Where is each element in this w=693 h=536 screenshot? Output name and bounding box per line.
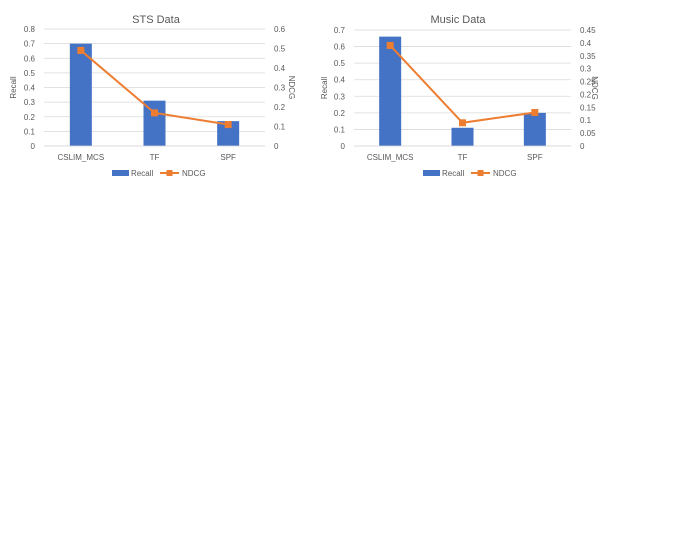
- y2-tick-label: 0.4: [274, 64, 286, 73]
- chart-title: STS Data: [132, 14, 181, 26]
- y2-tick-label: 0.25: [580, 78, 596, 87]
- y2-tick-label: 0.05: [580, 129, 596, 138]
- y-tick-label: 0.3: [24, 98, 36, 107]
- y2-tick-label: 0.5: [274, 45, 286, 54]
- legend-swatch-recall: [423, 170, 440, 176]
- y2-tick-label: 0.6: [274, 25, 286, 34]
- legend-label-ndcg: NDCG: [493, 169, 517, 178]
- bar-recall: [523, 112, 546, 146]
- marker-ndcg: [77, 46, 85, 54]
- y2-tick-label: 0.1: [274, 123, 286, 132]
- marker-ndcg: [224, 121, 232, 129]
- chart-title: Music Data: [430, 14, 486, 26]
- y-tick-label: 0.1: [334, 125, 346, 134]
- bar-recall: [451, 127, 474, 146]
- legend: Recall NDCG: [112, 169, 206, 178]
- legend-label-recall: Recall: [131, 169, 153, 178]
- y-tick-label: 0.4: [24, 84, 36, 93]
- y2-tick-label: 0.2: [580, 90, 592, 99]
- y-tick-label: 0.7: [24, 40, 36, 49]
- y-axis-title: Recall: [320, 77, 329, 99]
- y2-tick-label: 0.45: [580, 26, 596, 35]
- y2-axis-title: NDCG: [287, 76, 296, 100]
- legend-marker-ndcg: [477, 170, 484, 176]
- y-tick-label: 0.1: [24, 127, 36, 136]
- y2-axis-title: NDCG: [590, 76, 599, 100]
- line-ndcg: [389, 44, 535, 124]
- y-tick-label: 0.5: [24, 69, 36, 78]
- y-tick-label: 0.5: [334, 59, 346, 68]
- legend-label-recall: Recall: [442, 169, 464, 178]
- bar-recall: [143, 100, 166, 146]
- legend-swatch-recall: [112, 170, 129, 176]
- marker-ndcg: [151, 109, 158, 117]
- x-tick-label: CSLIM_MCS: [57, 153, 104, 162]
- y-tick-label: 0.3: [334, 92, 346, 101]
- y-tick-label: 0.7: [334, 26, 346, 35]
- y2-tick-label: 0.15: [580, 103, 596, 112]
- legend-marker-ndcg: [166, 170, 173, 176]
- y2-tick-label: 0.35: [580, 52, 596, 61]
- x-tick-label: TF: [458, 153, 468, 162]
- y2-tick-label: 0.3: [580, 65, 592, 74]
- x-tick-label: SPF: [527, 153, 543, 162]
- chart-2: Music Data 0 0.1 0.2 0.3 0.4 0.5 0.6 0.7 0 0.05 0.1…: [320, 14, 599, 178]
- y2-tick-label: 0: [274, 142, 279, 151]
- chart-1: STS Data 0 0.1 0.2 0.3 0.4 0.5 0.6 0.7 0.8 0 0.1 0.2…: [9, 14, 296, 178]
- y-axis-title: Recall: [9, 76, 18, 98]
- marker-ndcg: [531, 108, 539, 116]
- y-tick-label: 0: [31, 142, 36, 151]
- legend: Recall NDCG: [423, 169, 517, 178]
- x-tick-label: SPF: [220, 153, 236, 162]
- y-tick-label: 0.8: [24, 25, 36, 34]
- y2-tick-label: 0: [580, 142, 585, 151]
- bar-recall: [217, 121, 240, 146]
- y2-tick-label: 0.4: [580, 39, 592, 48]
- y2-tick-label: 0.2: [274, 103, 286, 112]
- y-tick-label: 0: [341, 142, 346, 151]
- y-tick-label: 0.4: [334, 76, 346, 85]
- y2-tick-label: 0.3: [274, 84, 286, 93]
- y-tick-label: 0.2: [334, 109, 346, 118]
- bar-recall: [69, 43, 92, 146]
- x-tick-label: TF: [150, 153, 160, 162]
- y-tick-label: 0.6: [334, 43, 346, 52]
- x-tick-label: CSLIM_MCS: [367, 153, 414, 162]
- legend-label-ndcg: NDCG: [182, 169, 206, 178]
- marker-ndcg: [459, 119, 466, 127]
- y-tick-label: 0.2: [24, 113, 36, 122]
- bar-recall: [379, 36, 402, 146]
- y-tick-label: 0.6: [24, 54, 36, 63]
- y2-tick-label: 0.1: [580, 116, 592, 125]
- marker-ndcg: [386, 41, 394, 49]
